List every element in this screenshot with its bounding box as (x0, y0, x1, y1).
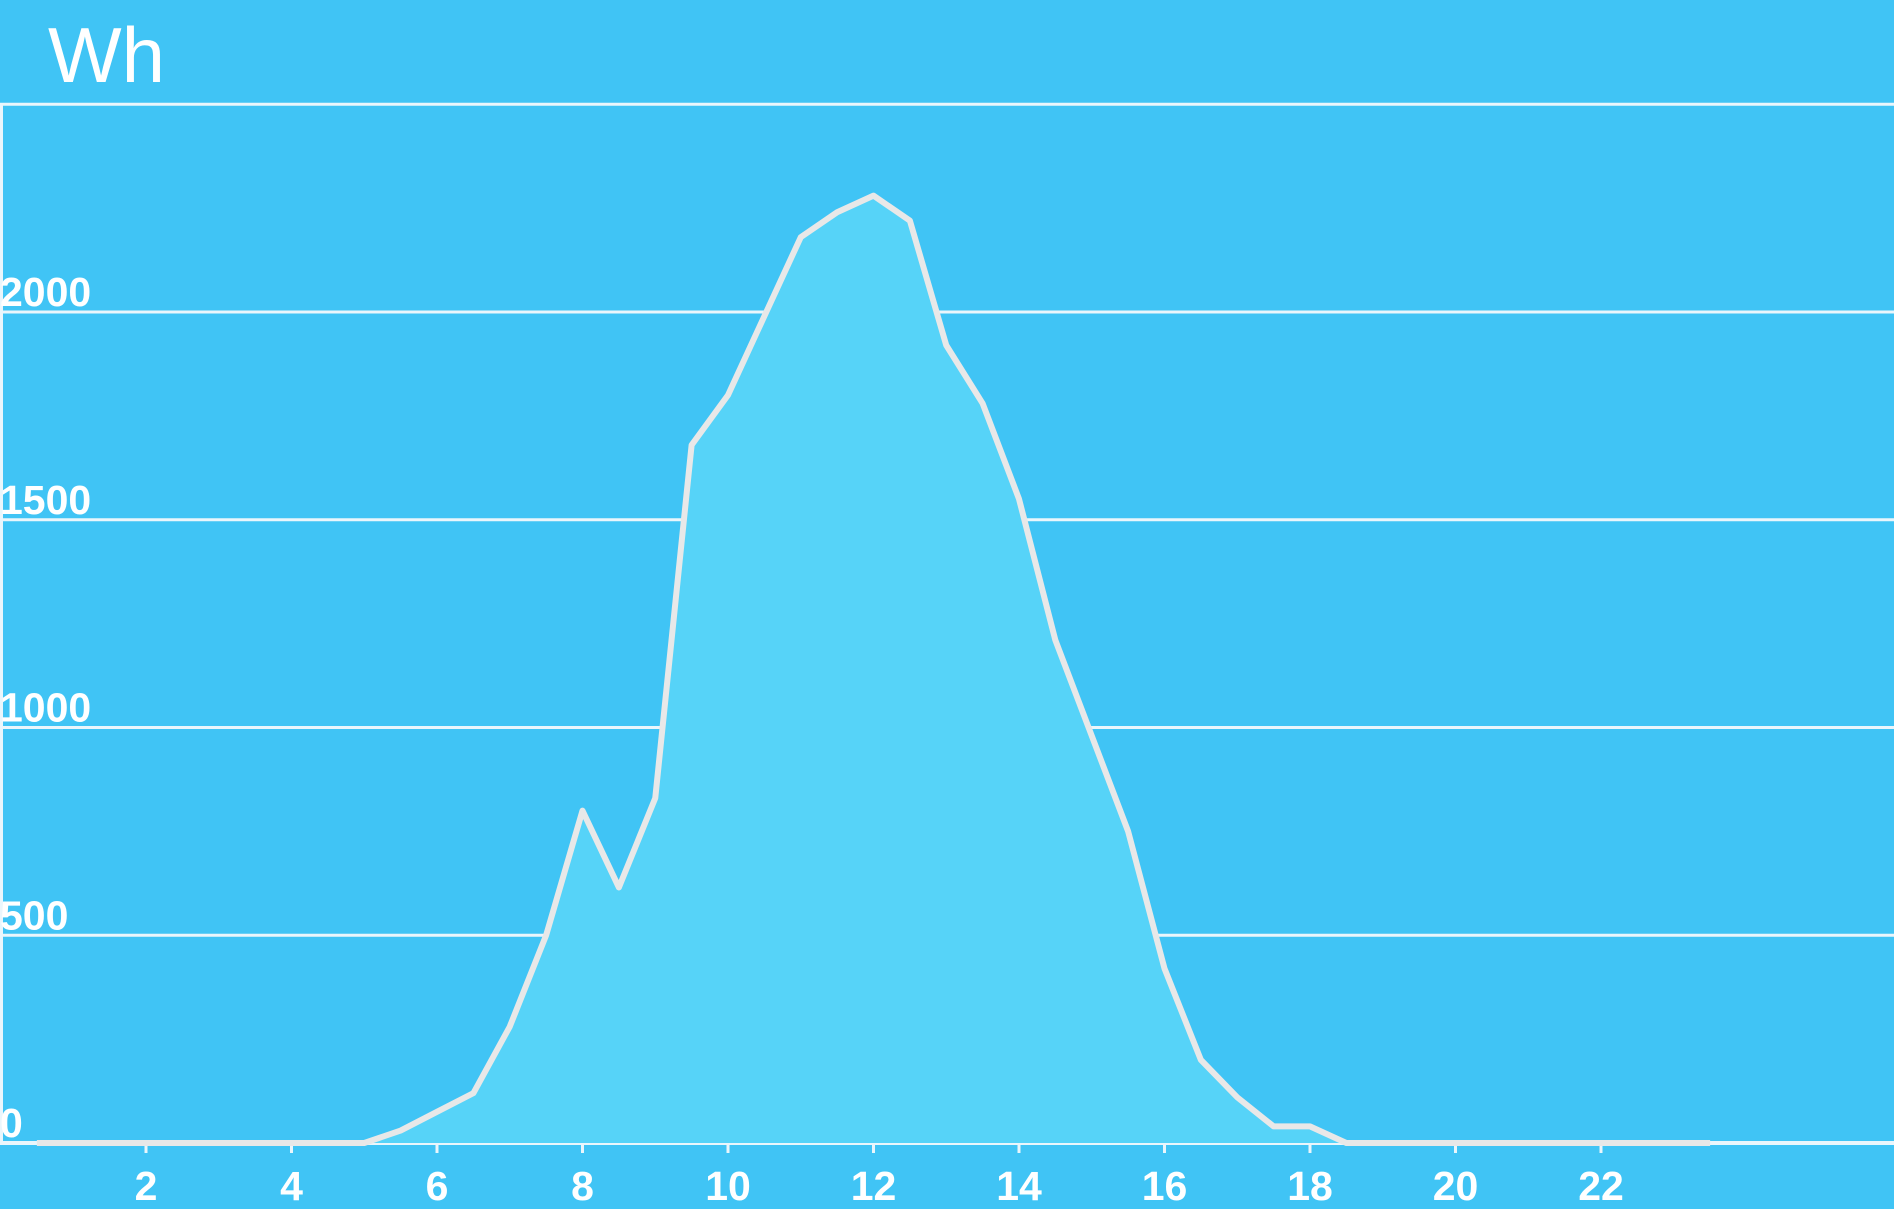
y-tick-label: 500 (0, 892, 68, 938)
data-point (652, 795, 658, 801)
x-tick-label: 20 (1433, 1163, 1479, 1209)
data-point (34, 1140, 40, 1146)
data-point (616, 884, 622, 890)
x-tick-label: 10 (705, 1163, 751, 1209)
x-tick-label: 18 (1287, 1163, 1333, 1209)
data-point (1416, 1140, 1422, 1146)
data-point (398, 1128, 404, 1134)
data-point (943, 342, 949, 348)
data-point (798, 234, 804, 240)
data-point (689, 442, 695, 448)
data-point (361, 1140, 367, 1146)
data-point (1707, 1140, 1713, 1146)
x-tick-label: 22 (1578, 1163, 1624, 1209)
data-point (289, 1140, 295, 1146)
y-tick-label: 1000 (0, 685, 91, 731)
data-point (216, 1140, 222, 1146)
data-point (143, 1140, 149, 1146)
data-point (470, 1090, 476, 1096)
data-point (580, 808, 586, 814)
data-point (1125, 828, 1131, 834)
y-tick-label: 2000 (0, 269, 91, 315)
data-point (1453, 1140, 1459, 1146)
data-point (1525, 1140, 1531, 1146)
data-point (834, 209, 840, 215)
data-point (1598, 1140, 1604, 1146)
data-point (1671, 1140, 1677, 1146)
data-point (1343, 1140, 1349, 1146)
x-tick-label: 2 (135, 1163, 158, 1209)
x-tick-label: 14 (996, 1163, 1042, 1209)
data-point (1089, 733, 1095, 739)
y-axis-unit-label: Wh (48, 11, 165, 99)
data-point (725, 392, 731, 398)
data-point (1016, 496, 1022, 502)
x-tick-label: 6 (426, 1163, 449, 1209)
data-point (107, 1140, 113, 1146)
data-point (1489, 1140, 1495, 1146)
data-point (1198, 1057, 1204, 1063)
data-point (1234, 1094, 1240, 1100)
data-point (70, 1140, 76, 1146)
x-axis-tick-labels: 2 4 6 8 10 12 14 16 18 20 22 (135, 1163, 1624, 1209)
data-point (1052, 637, 1058, 643)
data-point (325, 1140, 331, 1146)
series-line (36, 192, 1711, 1146)
y-tick-label: 1500 (0, 477, 91, 523)
data-point (1562, 1140, 1568, 1146)
data-point (252, 1140, 258, 1146)
area-series (36, 192, 1711, 1146)
x-tick-label: 8 (571, 1163, 594, 1209)
data-point (1307, 1123, 1313, 1129)
data-point (507, 1024, 513, 1030)
y-tick-label: 0 (0, 1100, 23, 1146)
data-point (434, 1109, 440, 1115)
x-tick-label: 12 (851, 1163, 897, 1209)
x-tick-label: 4 (280, 1163, 303, 1209)
data-point (1634, 1140, 1640, 1146)
x-tick-label: 16 (1142, 1163, 1188, 1209)
data-point (761, 313, 767, 319)
data-point (1380, 1140, 1386, 1146)
area-fill (36, 195, 1711, 1143)
data-point (543, 932, 549, 938)
data-point (1162, 965, 1168, 971)
data-point (907, 218, 913, 224)
y-axis-tick-labels: 0 500 1000 1500 2000 (0, 269, 91, 1146)
data-point (871, 193, 877, 199)
data-point (179, 1140, 185, 1146)
data-point (1271, 1123, 1277, 1129)
data-point (980, 400, 986, 406)
